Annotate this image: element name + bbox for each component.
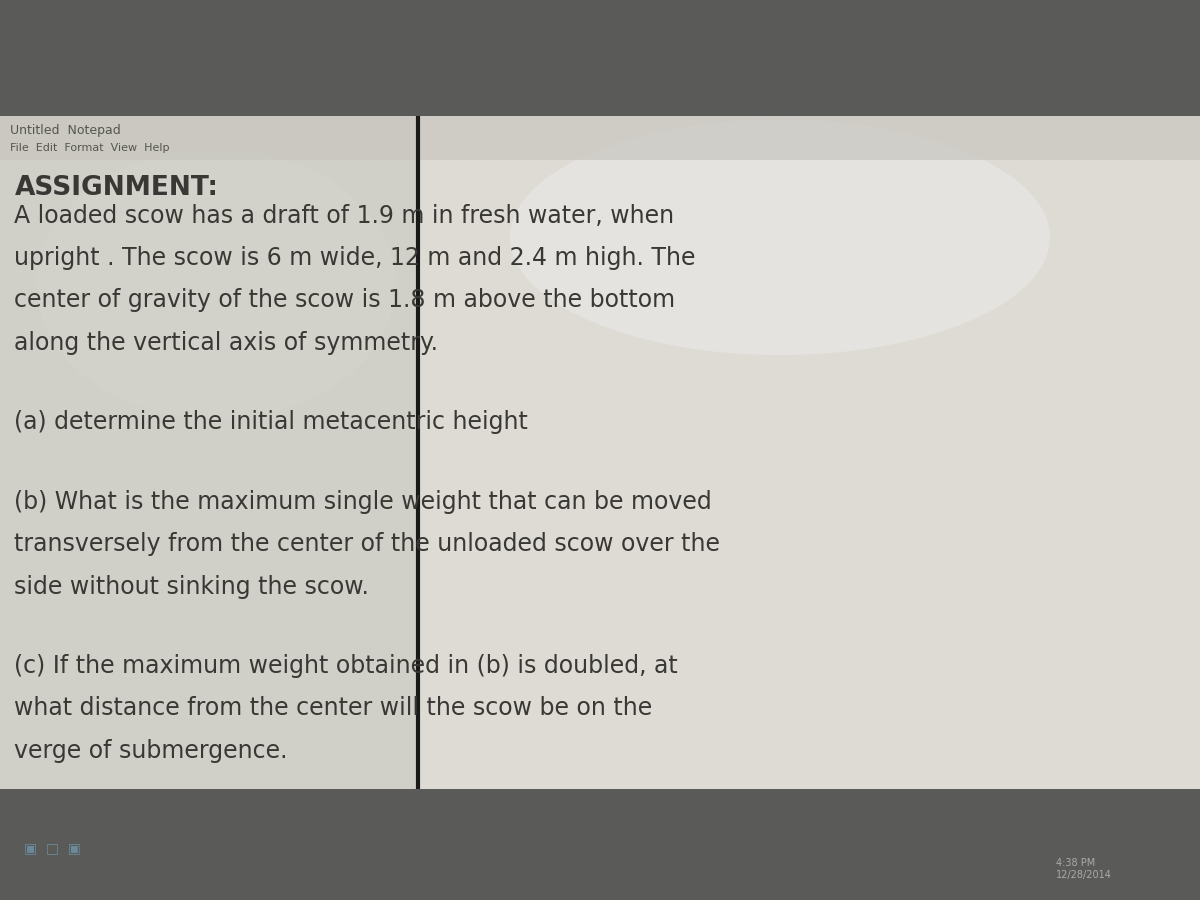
Text: (b) What is the maximum single weight that can be moved: (b) What is the maximum single weight th…: [14, 490, 712, 514]
Ellipse shape: [510, 120, 1050, 356]
Text: (c) If the maximum weight obtained in (b) is doubled, at: (c) If the maximum weight obtained in (b…: [14, 654, 678, 678]
Bar: [0, 116, 1200, 160]
Text: 4:38 PM
12/28/2014: 4:38 PM 12/28/2014: [1056, 859, 1112, 880]
Text: verge of submergence.: verge of submergence.: [14, 739, 288, 763]
Ellipse shape: [36, 149, 396, 419]
Text: Untitled  Notepad: Untitled Notepad: [10, 124, 120, 138]
Bar: [418, 116, 1200, 789]
Text: A loaded scow has a draft of 1.9 m in fresh water, when: A loaded scow has a draft of 1.9 m in fr…: [14, 203, 674, 228]
Text: what distance from the center will the scow be on the: what distance from the center will the s…: [14, 697, 653, 720]
Text: upright . The scow is 6 m wide, 12 m and 2.4 m high. The: upright . The scow is 6 m wide, 12 m and…: [14, 246, 696, 270]
Text: (a) determine the initial metacentric height: (a) determine the initial metacentric he…: [14, 410, 528, 435]
Text: transversely from the center of the unloaded scow over the: transversely from the center of the unlo…: [14, 532, 720, 556]
Text: ASSIGNMENT:: ASSIGNMENT:: [14, 176, 218, 202]
Text: File  Edit  Format  View  Help: File Edit Format View Help: [10, 143, 169, 153]
Text: ▣  □  ▣: ▣ □ ▣: [24, 842, 80, 855]
Text: along the vertical axis of symmetry.: along the vertical axis of symmetry.: [14, 331, 438, 355]
Text: center of gravity of the scow is 1.8 m above the bottom: center of gravity of the scow is 1.8 m a…: [14, 288, 676, 312]
Bar: [0, 116, 418, 789]
Text: side without sinking the scow.: side without sinking the scow.: [14, 574, 370, 599]
